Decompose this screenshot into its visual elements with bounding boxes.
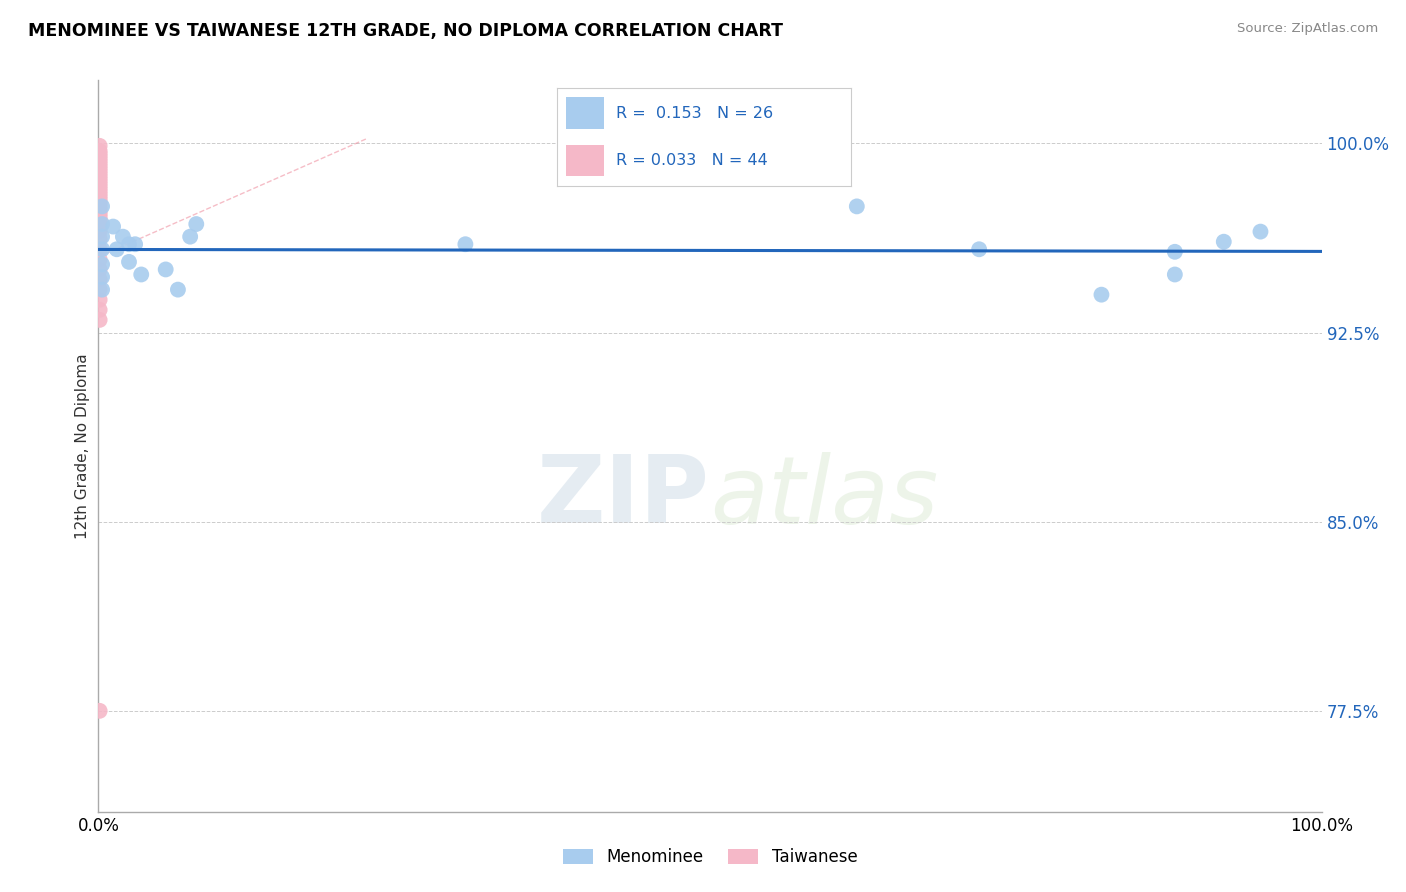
Point [105,242,128,256]
Point [91,199,114,213]
Point [967,242,990,256]
Point [1090,287,1112,301]
Point [89,161,111,176]
Point [89,156,111,170]
Point [89,207,111,221]
Point [89,202,111,216]
Point [91,270,114,285]
Point [1212,235,1234,249]
Point [89,242,111,256]
Point [89,174,111,188]
Point [89,219,111,234]
Point [179,229,201,244]
Point [89,210,111,224]
Point [89,182,111,196]
Point [124,237,146,252]
Point [89,189,111,203]
Point [91,242,114,256]
Point [89,146,111,161]
Text: Source: ZipAtlas.com: Source: ZipAtlas.com [1237,22,1378,36]
Y-axis label: 12th Grade, No Diploma: 12th Grade, No Diploma [75,353,90,539]
Point [1164,244,1187,259]
Text: MENOMINEE VS TAIWANESE 12TH GRADE, NO DIPLOMA CORRELATION CHART: MENOMINEE VS TAIWANESE 12TH GRADE, NO DI… [28,22,783,40]
Legend: Menominee, Taiwanese: Menominee, Taiwanese [557,841,863,873]
Point [89,164,111,178]
Point [89,186,111,201]
Point [89,232,111,246]
Point [89,153,111,168]
Point [111,229,134,244]
Point [89,152,111,166]
Point [89,177,111,191]
Point [186,217,208,231]
Point [89,283,111,297]
Point [89,212,111,227]
Point [101,219,124,234]
Point [167,283,190,297]
Point [89,179,111,194]
Point [89,262,111,277]
Point [845,199,868,213]
Point [89,169,111,183]
Point [89,217,111,231]
Point [1249,225,1271,239]
Point [89,184,111,198]
Point [89,222,111,236]
Point [155,262,177,277]
Point [89,194,111,209]
Point [91,257,114,271]
Point [91,229,114,244]
Point [89,144,111,158]
Point [89,214,111,228]
Point [91,283,114,297]
Text: atlas: atlas [710,451,938,542]
Point [89,167,111,181]
Point [89,139,111,153]
Point [89,149,111,163]
Point [89,272,111,286]
Point [89,197,111,211]
Point [89,192,111,206]
Point [89,199,111,213]
Point [118,255,141,269]
Point [1164,268,1187,282]
Point [89,293,111,307]
Point [89,704,111,718]
Point [89,204,111,219]
Point [118,237,141,252]
Point [89,302,111,317]
Point [89,225,111,239]
Point [454,237,477,252]
Point [89,313,111,327]
Text: ZIP: ZIP [537,451,710,543]
Point [89,159,111,173]
Point [89,252,111,267]
Point [129,268,152,282]
Point [91,217,114,231]
Point [89,171,111,186]
